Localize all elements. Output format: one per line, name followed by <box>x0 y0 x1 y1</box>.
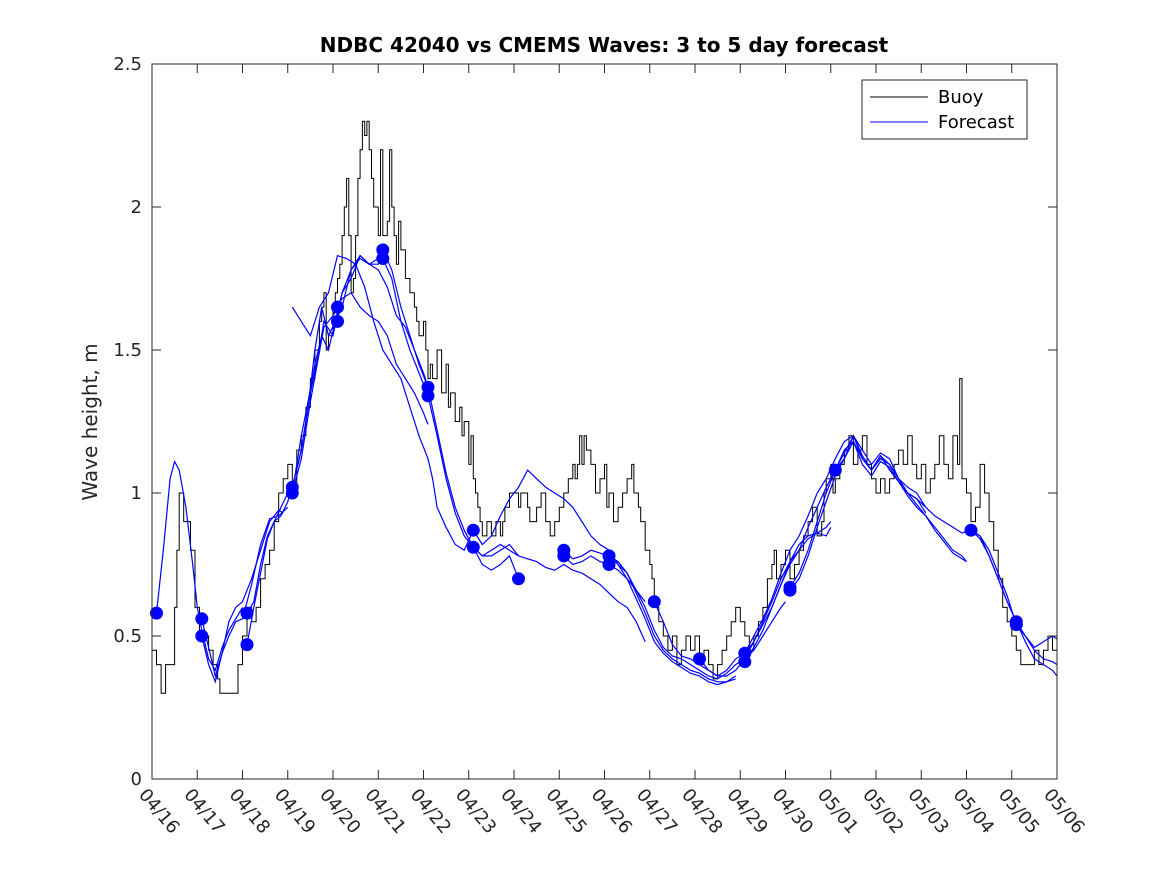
forecast-marker <box>240 638 254 652</box>
forecast-marker <box>376 252 390 265</box>
y-tick-label: 1 <box>131 483 142 504</box>
forecast-markers <box>150 243 1023 669</box>
forecast-line <box>563 549 736 683</box>
forecast-line <box>1015 621 1058 666</box>
forecast-marker <box>512 572 525 586</box>
forecast-marker <box>195 612 209 626</box>
y-axis-label: Wave height, m <box>78 343 102 500</box>
forecast-line <box>291 254 429 488</box>
y-tick-label: 0 <box>131 769 142 790</box>
forecast-marker <box>693 652 706 666</box>
forecast-marker <box>647 595 661 609</box>
forecast-marker <box>964 523 978 537</box>
forecast-marker <box>331 314 344 328</box>
forecast-line <box>201 509 284 679</box>
chart-title: NDBC 42040 vs CMEMS Waves: 3 to 5 day fo… <box>320 33 889 57</box>
forecast-line <box>201 506 289 684</box>
y-tick-label: 0.5 <box>113 626 142 647</box>
forecast-marker <box>828 463 842 477</box>
forecast-marker <box>602 558 616 571</box>
forecast-marker <box>557 549 571 563</box>
forecast-line <box>789 440 967 591</box>
buoy-line <box>152 120 1058 694</box>
y-axis: 0 0.5 1 1.5 2 2.5 <box>113 54 1057 790</box>
forecast-marker <box>150 606 163 620</box>
forecast-line <box>744 434 927 654</box>
forecast-marker <box>331 300 344 314</box>
forecast-line <box>382 249 520 580</box>
forecast-marker <box>466 540 480 554</box>
y-tick-label: 1.5 <box>113 340 142 361</box>
forecast-line <box>291 291 429 494</box>
legend-box <box>861 79 1028 140</box>
forecast-line <box>608 555 786 680</box>
y-tick-label: 2 <box>131 197 142 218</box>
buoy-series <box>152 120 1058 694</box>
forecast-line <box>382 258 519 557</box>
legend: Buoy Forecast <box>861 79 1028 140</box>
legend-forecast-label: Forecast <box>938 112 1014 133</box>
legend-buoy-label: Buoy <box>938 87 984 108</box>
y-tick-label: 2.5 <box>113 54 142 75</box>
forecast-marker <box>240 606 254 620</box>
forecast-marker <box>421 389 435 403</box>
plot-area <box>150 63 1058 780</box>
forecast-marker <box>738 655 752 669</box>
forecast-marker <box>466 523 480 537</box>
forecast-marker <box>195 629 209 643</box>
plot-background <box>152 64 1057 779</box>
forecast-series <box>155 249 1058 686</box>
forecast-marker <box>1009 618 1023 632</box>
forecast-line <box>155 459 244 672</box>
forecast-line <box>563 555 737 686</box>
forecast-marker <box>783 583 797 597</box>
forecast-line <box>472 469 646 603</box>
forecast-marker <box>285 486 299 500</box>
forecast-line <box>291 254 474 552</box>
forecast-line <box>472 543 646 642</box>
